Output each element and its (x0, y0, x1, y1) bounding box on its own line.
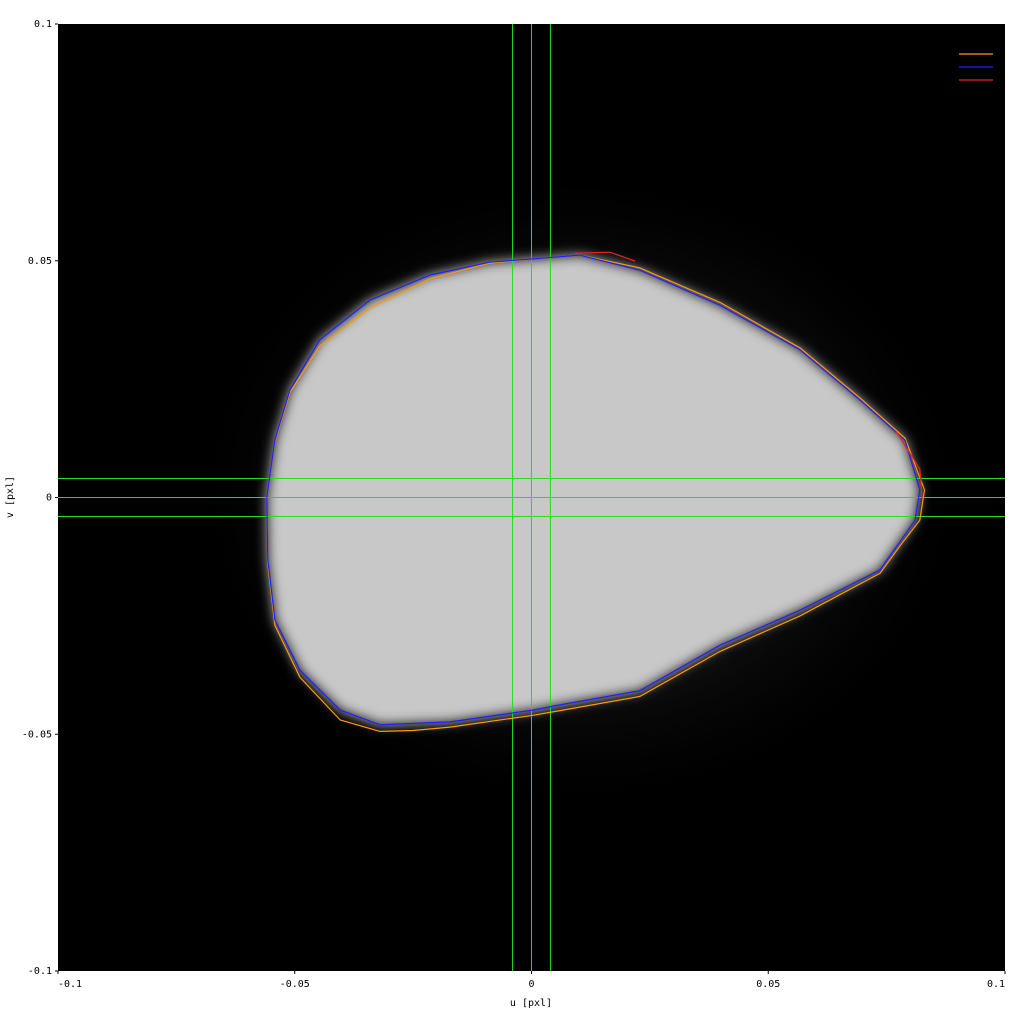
y-tick-label: -0.05 (22, 729, 52, 740)
x-tick-label: 0 (528, 979, 534, 990)
x-tick-label: 0.1 (987, 979, 1005, 990)
intensity-core (266, 255, 920, 725)
y-tick-label: 0.05 (28, 256, 52, 267)
y-tick-label: 0.1 (34, 19, 52, 30)
x-tick-label: -0.1 (58, 979, 82, 990)
x-tick-label: -0.05 (280, 979, 310, 990)
contour-line (266, 254, 921, 726)
contour-line (266, 254, 926, 733)
y-tick-label: -0.1 (28, 966, 52, 977)
intensity-blob (266, 255, 920, 725)
y-tick-label: 0 (46, 493, 52, 504)
x-axis-label: u [pxl] (510, 998, 552, 1009)
contour-line (575, 251, 923, 498)
x-tick-label: 0.05 (756, 979, 780, 990)
y-axis-label: v [pxl] (5, 476, 16, 518)
